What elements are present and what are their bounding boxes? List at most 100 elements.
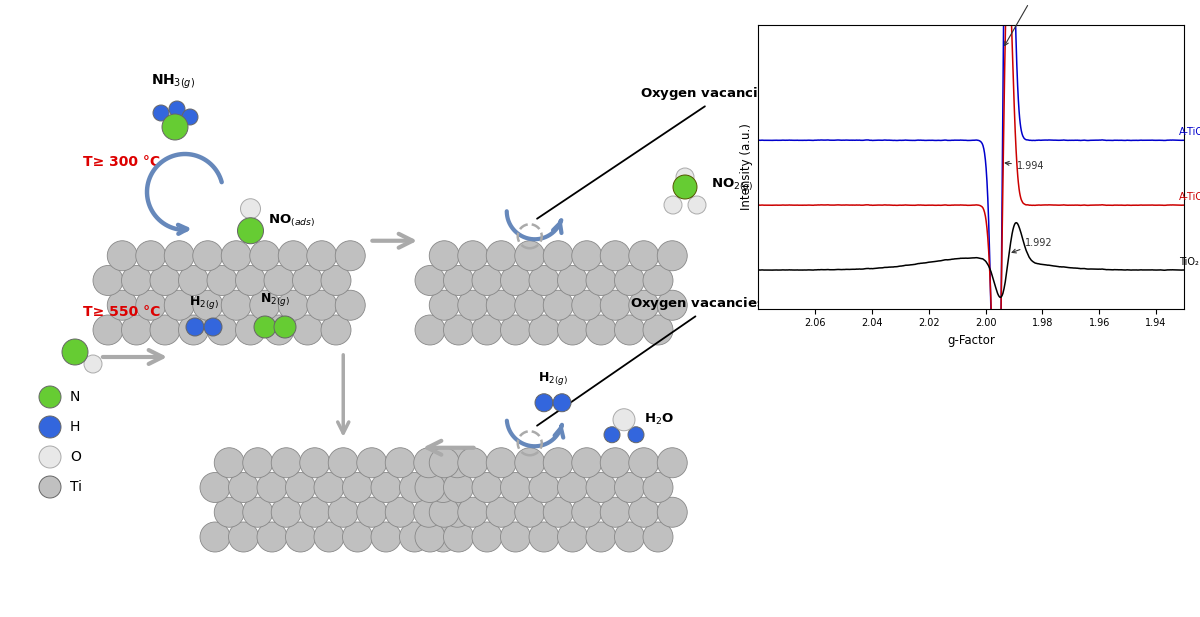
Circle shape xyxy=(529,265,559,296)
Circle shape xyxy=(571,497,601,528)
Circle shape xyxy=(307,241,337,271)
Circle shape xyxy=(486,290,516,320)
Circle shape xyxy=(529,522,559,552)
Circle shape xyxy=(673,175,697,199)
Text: NH$_{3(g)}$: NH$_{3(g)}$ xyxy=(151,73,196,91)
Circle shape xyxy=(250,241,280,271)
Circle shape xyxy=(300,497,330,528)
Circle shape xyxy=(430,290,460,320)
Circle shape xyxy=(486,497,516,528)
Circle shape xyxy=(444,315,474,345)
Circle shape xyxy=(613,408,635,431)
Circle shape xyxy=(600,241,630,271)
Circle shape xyxy=(179,315,209,345)
Text: T≥ 550 °C: T≥ 550 °C xyxy=(83,305,161,319)
Circle shape xyxy=(228,522,258,552)
Circle shape xyxy=(414,497,444,528)
Circle shape xyxy=(558,522,588,552)
Text: O: O xyxy=(70,450,80,464)
Circle shape xyxy=(238,218,264,244)
Circle shape xyxy=(500,265,530,296)
Circle shape xyxy=(235,265,265,296)
Circle shape xyxy=(204,318,222,336)
Circle shape xyxy=(629,448,659,478)
X-axis label: g-Factor: g-Factor xyxy=(948,334,995,347)
Circle shape xyxy=(164,290,194,320)
Circle shape xyxy=(329,497,359,528)
Circle shape xyxy=(193,241,223,271)
Circle shape xyxy=(415,315,445,345)
Circle shape xyxy=(322,265,352,296)
Circle shape xyxy=(472,522,502,552)
Circle shape xyxy=(430,497,460,528)
Circle shape xyxy=(643,315,673,345)
Circle shape xyxy=(154,105,169,121)
Circle shape xyxy=(444,265,474,296)
Circle shape xyxy=(415,522,445,552)
Text: NO$_{2(g)}$: NO$_{2(g)}$ xyxy=(710,176,754,194)
Circle shape xyxy=(271,448,301,478)
Circle shape xyxy=(600,448,630,478)
Circle shape xyxy=(428,522,458,552)
Circle shape xyxy=(215,448,245,478)
Text: H$_{2(g)}$: H$_{2(g)}$ xyxy=(190,294,218,311)
Circle shape xyxy=(356,497,386,528)
Circle shape xyxy=(500,473,530,502)
Y-axis label: Intensity (a.u.): Intensity (a.u.) xyxy=(740,123,752,210)
Circle shape xyxy=(271,497,301,528)
Text: H: H xyxy=(70,420,80,434)
Circle shape xyxy=(322,315,352,345)
Circle shape xyxy=(415,473,445,502)
Circle shape xyxy=(614,473,644,502)
Circle shape xyxy=(136,241,166,271)
Circle shape xyxy=(500,315,530,345)
Circle shape xyxy=(278,241,308,271)
Circle shape xyxy=(430,241,460,271)
Circle shape xyxy=(600,497,630,528)
Circle shape xyxy=(264,315,294,345)
Circle shape xyxy=(200,473,230,502)
Text: TiO₂: TiO₂ xyxy=(1178,257,1199,267)
Circle shape xyxy=(515,290,545,320)
Circle shape xyxy=(38,416,61,438)
Circle shape xyxy=(472,265,502,296)
Circle shape xyxy=(150,265,180,296)
Text: T≥ 300 °C: T≥ 300 °C xyxy=(83,155,160,169)
Circle shape xyxy=(629,241,659,271)
Circle shape xyxy=(84,355,102,373)
Circle shape xyxy=(586,522,616,552)
Circle shape xyxy=(182,109,198,125)
Circle shape xyxy=(515,497,545,528)
Text: H$_{2(g)}$: H$_{2(g)}$ xyxy=(538,370,568,387)
Circle shape xyxy=(208,265,238,296)
Circle shape xyxy=(193,290,223,320)
Text: A-TiO₂-550: A-TiO₂-550 xyxy=(1178,127,1200,137)
Circle shape xyxy=(643,265,673,296)
Circle shape xyxy=(472,473,502,502)
Circle shape xyxy=(558,315,588,345)
Circle shape xyxy=(278,290,308,320)
Text: 1.994: 1.994 xyxy=(1006,160,1044,171)
Circle shape xyxy=(658,290,688,320)
Circle shape xyxy=(274,316,296,338)
Circle shape xyxy=(121,315,151,345)
Circle shape xyxy=(688,196,706,214)
Circle shape xyxy=(629,290,659,320)
Circle shape xyxy=(329,448,359,478)
Circle shape xyxy=(658,448,688,478)
Circle shape xyxy=(444,522,474,552)
Circle shape xyxy=(107,290,137,320)
Text: N: N xyxy=(70,390,80,404)
Circle shape xyxy=(250,290,280,320)
Circle shape xyxy=(529,473,559,502)
Circle shape xyxy=(164,241,194,271)
Text: H$_2$O: H$_2$O xyxy=(644,412,674,428)
Text: 1.994: 1.994 xyxy=(1004,0,1048,46)
Circle shape xyxy=(235,315,265,345)
Circle shape xyxy=(658,497,688,528)
Circle shape xyxy=(629,497,659,528)
Circle shape xyxy=(371,522,401,552)
Circle shape xyxy=(604,427,620,443)
Circle shape xyxy=(586,473,616,502)
Circle shape xyxy=(628,427,644,443)
